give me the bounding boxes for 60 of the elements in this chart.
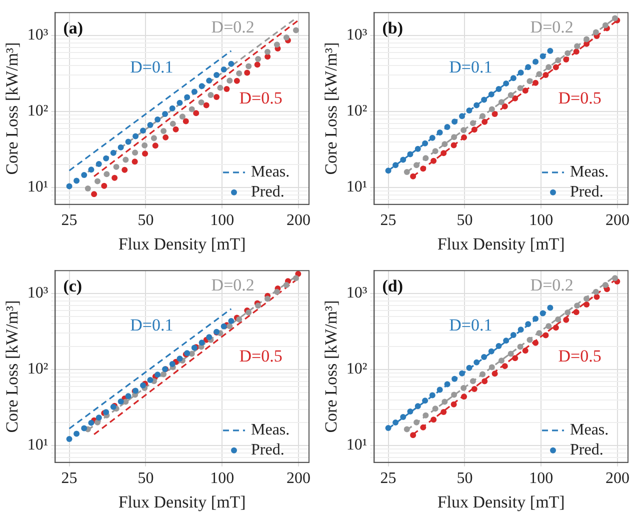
y-tick-label: 10¹ — [346, 436, 368, 454]
annotation: D=0.5 — [558, 88, 602, 108]
x-tick-label: 100 — [529, 470, 554, 488]
y-tick-label: 10³ — [346, 26, 368, 44]
annotation: D=0.2 — [211, 17, 254, 36]
x-tick-label: 25 — [380, 212, 396, 230]
chart-title: (a) — [63, 18, 84, 38]
x-tick-label: 200 — [286, 212, 310, 230]
y-tick-label: 10³ — [346, 284, 368, 302]
legend-label: Pred. — [570, 442, 604, 459]
y-tick-label: 10³ — [27, 26, 48, 44]
legend-label: Pred. — [251, 184, 284, 201]
annotation: D=0.5 — [239, 88, 282, 108]
y-tick-label: 10³ — [27, 284, 48, 302]
x-tick-label: 50 — [138, 212, 154, 230]
annotation: D=0.1 — [449, 316, 492, 335]
y-axis-title: Core Loss [kW/m³] — [2, 42, 22, 175]
y-axis-title: Core Loss [kW/m³] — [322, 300, 341, 433]
annotation: D=0.2 — [530, 275, 574, 294]
legend-label: Meas. — [251, 422, 290, 439]
legend-label: Pred. — [251, 442, 284, 459]
y-tick-label: 10² — [346, 360, 368, 378]
x-axis-title: Flux Density [mT] — [437, 234, 565, 254]
x-tick-label: 100 — [210, 212, 234, 230]
y-tick-label: 10¹ — [27, 178, 48, 196]
annotation: D=0.5 — [558, 346, 602, 366]
x-tick-label: 50 — [456, 470, 473, 488]
x-tick-label: 25 — [61, 212, 78, 230]
chart-title: (c) — [63, 276, 82, 296]
x-axis-title: Flux Density [mT] — [118, 492, 246, 512]
legend-label: Pred. — [570, 184, 604, 201]
x-tick-label: 200 — [286, 470, 310, 488]
y-tick-label: 10² — [27, 360, 48, 378]
y-tick-label: 10² — [346, 102, 368, 120]
x-tick-label: 100 — [529, 212, 554, 230]
y-axis-title: Core Loss [kW/m³] — [2, 300, 22, 433]
x-tick-label: 100 — [210, 470, 234, 488]
legend-label: Meas. — [570, 164, 609, 181]
x-tick-label: 50 — [138, 470, 154, 488]
y-tick-label: 10² — [27, 102, 48, 120]
x-tick-label: 25 — [61, 470, 78, 488]
x-axis-title: Flux Density [mT] — [118, 234, 246, 254]
annotation: D=0.1 — [449, 58, 492, 77]
y-tick-label: 10¹ — [346, 178, 368, 196]
x-tick-label: 200 — [605, 470, 630, 488]
x-axis-title: Flux Density [mT] — [437, 492, 565, 512]
annotation: D=0.1 — [130, 316, 174, 335]
chart-title: (b) — [382, 18, 403, 38]
x-tick-label: 25 — [380, 470, 396, 488]
x-tick-label: 200 — [605, 212, 630, 230]
annotation: D=0.2 — [530, 17, 574, 36]
legend-label: Meas. — [570, 422, 609, 439]
annotation: D=0.5 — [239, 346, 282, 366]
y-axis-title: Core Loss [kW/m³] — [322, 42, 341, 175]
annotation: D=0.2 — [211, 275, 254, 294]
y-tick-label: 10¹ — [27, 436, 48, 454]
x-tick-label: 50 — [456, 212, 473, 230]
annotation: D=0.1 — [130, 58, 174, 77]
chart-title: (d) — [382, 276, 403, 296]
legend-label: Meas. — [251, 164, 290, 181]
